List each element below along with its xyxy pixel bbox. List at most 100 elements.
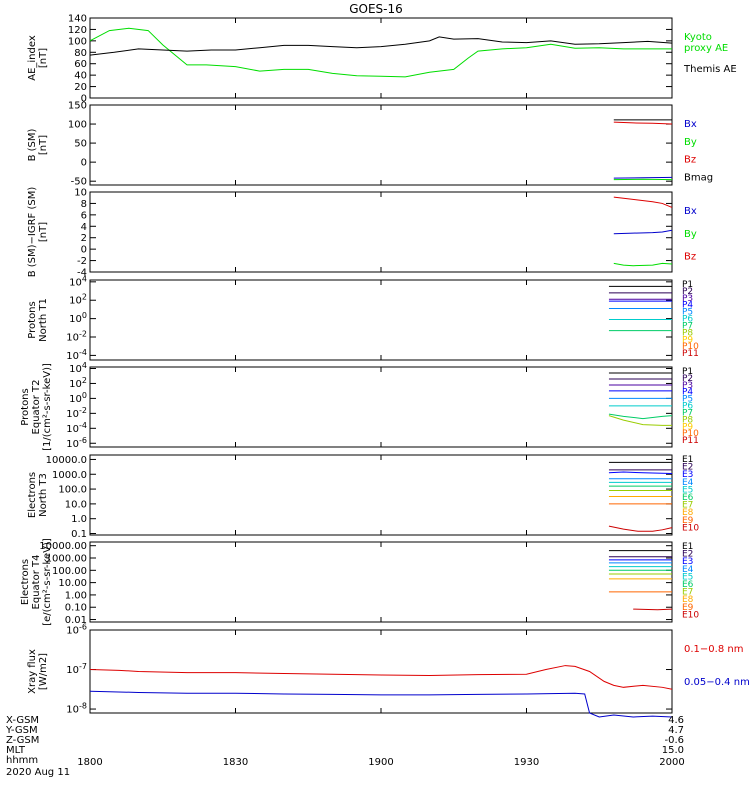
panel-frame xyxy=(89,191,673,273)
legend-entry: E6 xyxy=(682,580,694,590)
series-0-1-0-8-nm xyxy=(89,665,673,690)
ephemeris-label: Z-GSM xyxy=(6,735,39,746)
y-tick-label: 10-4 xyxy=(66,348,87,362)
y-tick-label: 104 xyxy=(69,361,87,375)
legend-entry: E7 xyxy=(682,588,693,598)
y-tick-label: -2 xyxy=(77,256,87,267)
y-axis-label: [e/(cm²-s-sr-keV)] xyxy=(42,538,53,626)
series-bx xyxy=(613,229,673,235)
legend-entry: P6 xyxy=(682,315,693,325)
legend-entry: proxy AE xyxy=(684,43,728,54)
panel-frame xyxy=(89,541,673,623)
y-axis-label: Electrons xyxy=(20,559,31,605)
ephemeris-label: hhmm xyxy=(6,755,38,766)
legend-entry: P11 xyxy=(682,349,699,359)
ephemeris-label: Y-GSM xyxy=(5,725,38,736)
legend-entry: E9 xyxy=(682,603,694,613)
legend-entry: E5 xyxy=(682,572,693,582)
y-axis-label: Electrons xyxy=(27,472,38,518)
legend-entry: E9 xyxy=(682,516,694,526)
y-tick-label: 100.0 xyxy=(58,485,87,496)
y-tick-label: 10-7 xyxy=(66,662,87,676)
y-axis-label: Xray flux xyxy=(27,649,38,694)
legend-entry: Themis AE xyxy=(683,64,737,75)
legend-entry: E10 xyxy=(682,610,699,620)
ephemeris-value: -0.6 xyxy=(664,735,684,746)
y-tick-label: 0 xyxy=(81,158,87,169)
y-tick-label: 100 xyxy=(68,120,87,131)
series-bz xyxy=(613,121,673,125)
legend-entry: Bz xyxy=(684,155,696,166)
panel-frame xyxy=(89,104,673,186)
y-tick-label: 10.00 xyxy=(58,578,87,589)
y-tick-label: 20 xyxy=(74,82,87,93)
legend-entry: P3 xyxy=(682,294,693,304)
y-tick-label: 60 xyxy=(74,59,87,70)
ephemeris-label: MLT xyxy=(6,745,26,756)
y-tick-label: 120 xyxy=(68,25,87,36)
y-axis-label: [1/(cm²-s-sr-keV)] xyxy=(42,363,53,451)
panel-frame xyxy=(89,629,673,714)
y-tick-label: 10-6 xyxy=(66,623,87,637)
y-tick-label: 100.00 xyxy=(52,566,87,577)
series-kyoto-proxy-ae xyxy=(89,27,672,78)
series-e3 xyxy=(608,471,673,475)
legend-entry: P7 xyxy=(682,408,693,418)
y-tick-label: 80 xyxy=(74,48,87,59)
y-tick-label: 6 xyxy=(81,210,87,221)
legend-entry: P9 xyxy=(682,335,693,345)
x-tick-label: 1800 xyxy=(77,757,102,768)
legend-entry: P4 xyxy=(682,388,693,398)
y-tick-label: 10-6 xyxy=(66,436,87,450)
y-tick-label: 8 xyxy=(81,199,87,210)
panel-8: 10-6 10-7 10-8 Xray flux [W/m2] 0.1−0.8 nm 0.0… xyxy=(27,623,750,718)
y-tick-label: 100 xyxy=(69,311,87,325)
y-tick-label: 1000.0 xyxy=(52,470,87,481)
legend-entry: E8 xyxy=(682,508,694,518)
legend-entry: 0.05−0.4 nm xyxy=(684,677,750,688)
y-tick-label: 0.10 xyxy=(65,603,87,614)
y-axis-label: [nT] xyxy=(38,135,49,155)
legend-entry: Kyoto xyxy=(684,32,712,43)
y-tick-label: 10-2 xyxy=(66,330,87,344)
legend-entry: P6 xyxy=(682,402,693,412)
y-tick-label: 2 xyxy=(81,233,87,244)
y-tick-label: -50 xyxy=(71,177,87,188)
legend-entry: E7 xyxy=(682,501,693,511)
y-axis-label: Protons xyxy=(27,301,38,338)
y-tick-label: 1.00 xyxy=(65,590,87,601)
y-axis-label: B (SM)−IGRF (SM) xyxy=(27,187,38,278)
y-tick-label: 0 xyxy=(81,245,87,256)
legend-entry: Bmag xyxy=(684,172,713,183)
y-tick-label: 10.0 xyxy=(65,499,87,510)
y-axis-label: [nT] xyxy=(38,48,49,68)
y-tick-label: 10-4 xyxy=(66,421,87,435)
series-bz xyxy=(613,196,673,208)
legend-entry: P3 xyxy=(682,381,693,391)
x-tick-label: 1900 xyxy=(368,757,393,768)
y-tick-label: 0.1 xyxy=(71,529,87,540)
legend-entry: By xyxy=(684,229,697,240)
legend-entry: E4 xyxy=(682,478,694,488)
y-tick-label: 10000.0 xyxy=(46,455,87,466)
y-tick-label: 10000.00 xyxy=(39,541,87,552)
legend-entry: E2 xyxy=(682,550,693,560)
ephemeris-value: 4.7 xyxy=(668,725,684,736)
y-tick-label: 50 xyxy=(74,139,87,150)
y-tick-label: 140 xyxy=(68,14,87,25)
series-by xyxy=(613,262,673,267)
series-p7 xyxy=(608,413,673,420)
legend-entry: P5 xyxy=(682,395,693,405)
panel-6: 10000.0 1000.0 100.0 10.0 1.0 0.1 Electrons Nor… xyxy=(27,454,699,540)
legend-entry: E3 xyxy=(682,470,693,480)
y-tick-label: 100 xyxy=(69,391,87,405)
legend-entry: P10 xyxy=(682,342,699,352)
legend-entry: E4 xyxy=(682,565,694,575)
panel-frame xyxy=(89,17,673,99)
y-axis-label: AE_index xyxy=(27,35,38,81)
legend-entry: Bz xyxy=(684,252,696,263)
